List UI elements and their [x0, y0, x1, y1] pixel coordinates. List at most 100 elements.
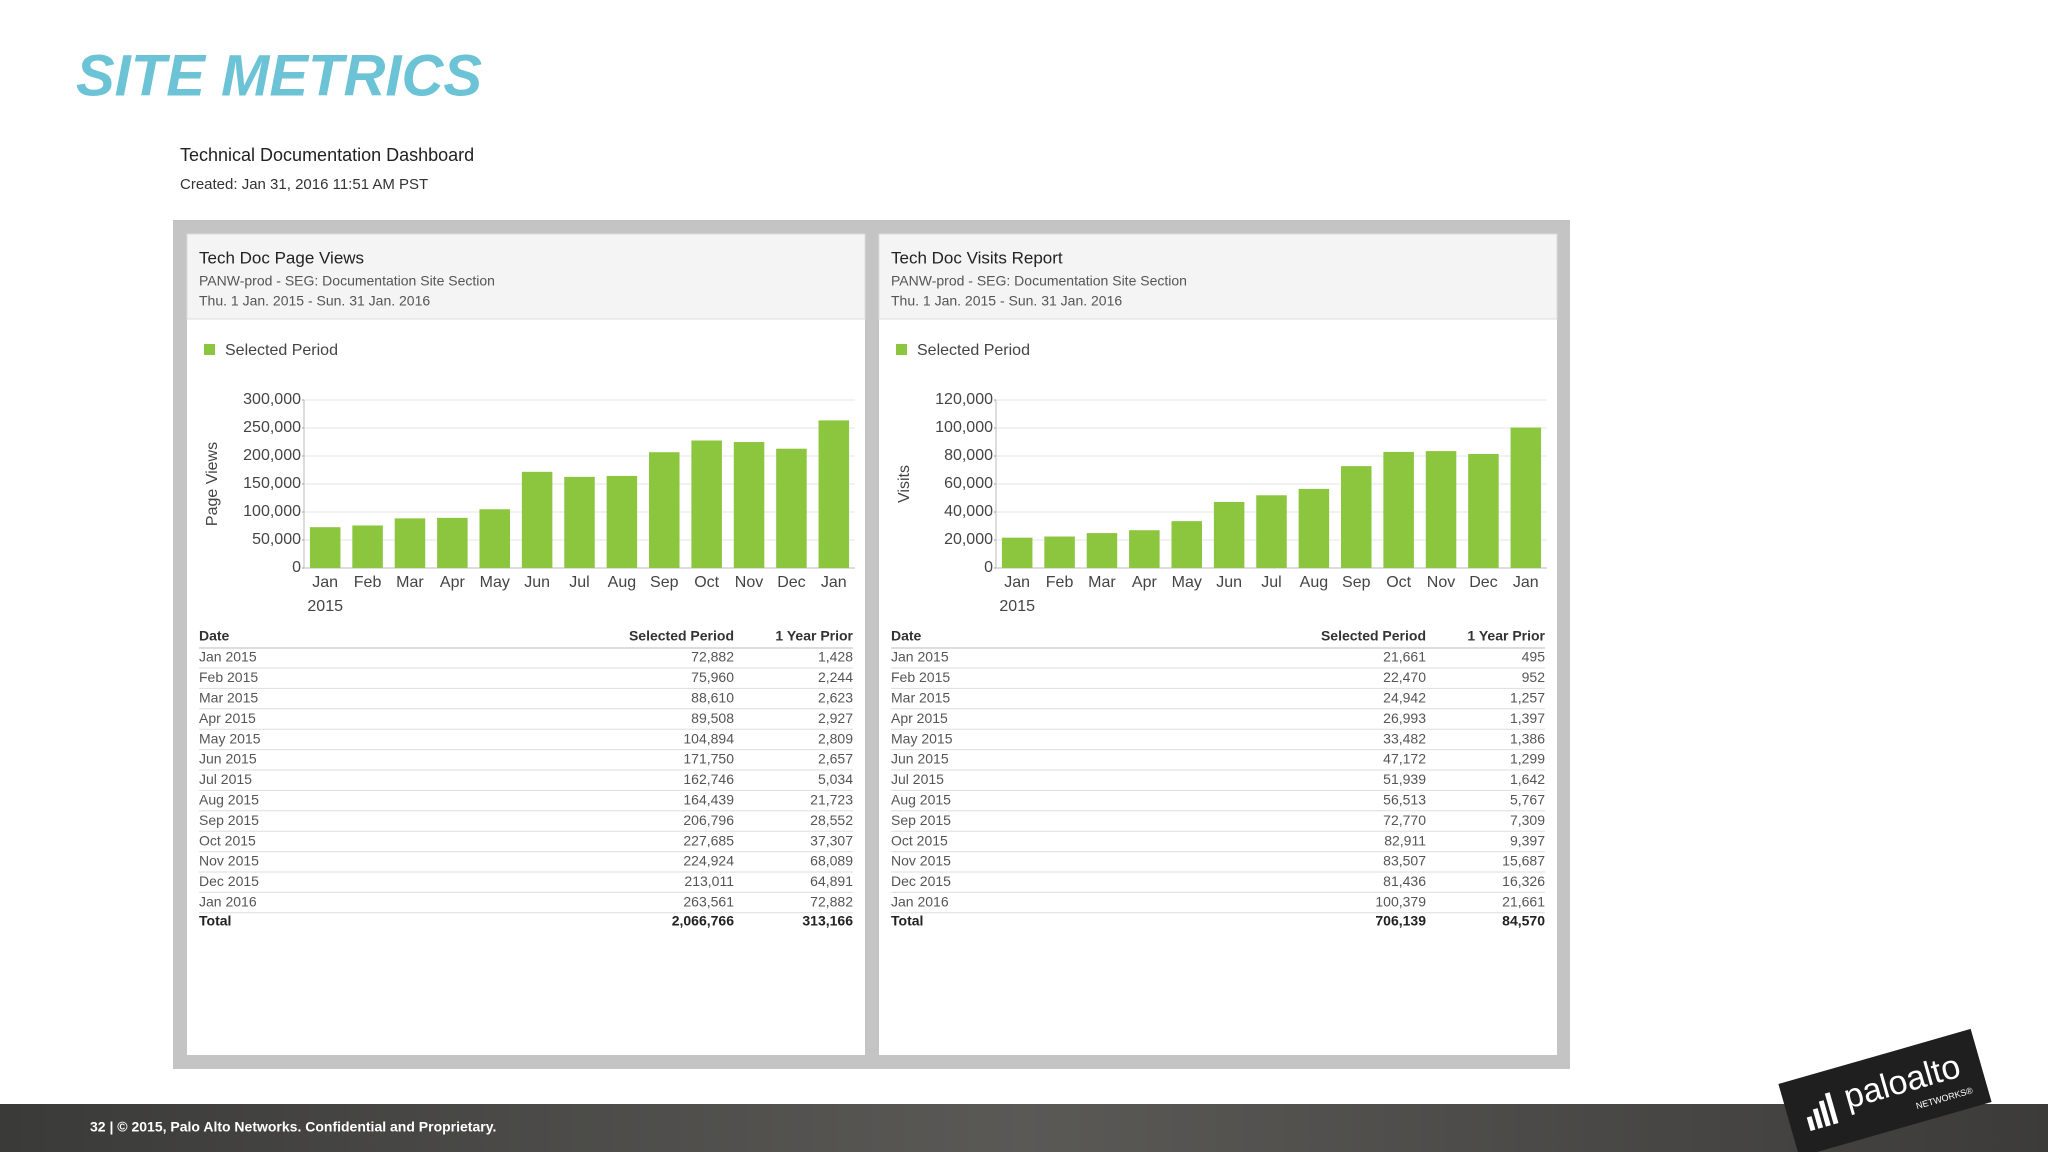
table-cell: 5,034 [818, 771, 853, 787]
table-cell: 5,767 [1510, 792, 1545, 808]
y-tick-label: 50,000 [252, 531, 301, 548]
x-tick-label: Aug [1300, 574, 1328, 591]
panel-date-range: Thu. 1 Jan. 2015 - Sun. 31 Jan. 2016 [891, 293, 1122, 309]
y-tick-label: 100,000 [935, 419, 993, 436]
legend-swatch [204, 344, 215, 355]
table-cell: Sep 2015 [891, 812, 951, 828]
x-tick-label: Oct [1386, 574, 1411, 591]
table-cell: 2,657 [818, 751, 853, 767]
bar [1341, 466, 1372, 568]
panel: Tech Doc Visits Report PANW-prod - SEG: D… [878, 233, 1558, 1055]
table-cell: Jan 2016 [199, 894, 257, 910]
table-cell: 51,939 [1383, 771, 1426, 787]
bar [1044, 536, 1075, 568]
y-tick-label: 250,000 [243, 419, 301, 436]
bar [1510, 427, 1542, 568]
bar [606, 475, 638, 568]
slide-title: SITE METRICS [76, 43, 482, 108]
bar [309, 527, 341, 568]
bar [818, 420, 850, 568]
table-cell: 263,561 [683, 894, 734, 910]
table-cell: Sep 2015 [199, 812, 259, 828]
bar [521, 471, 553, 568]
bar [394, 518, 426, 568]
table-cell: Mar 2015 [199, 690, 258, 706]
y-tick-label: 300,000 [243, 391, 301, 408]
table-total: Total [891, 913, 923, 929]
bar [776, 448, 807, 568]
table-cell: 83,507 [1383, 853, 1426, 869]
table-cell: 21,723 [810, 792, 853, 808]
bar [1171, 521, 1202, 568]
dashboard-created: Created: Jan 31, 2016 11:51 AM PST [180, 176, 428, 193]
table-cell: Jun 2015 [891, 751, 949, 767]
panel-body [879, 234, 1557, 1055]
table-cell: 164,439 [683, 792, 734, 808]
table-cell: 1,386 [1510, 730, 1545, 746]
table-cell: 56,513 [1383, 792, 1426, 808]
table-cell: Jan 2015 [891, 649, 949, 665]
bar [733, 442, 765, 568]
x-tick-label: Jan [821, 574, 847, 591]
table-cell: Feb 2015 [199, 669, 258, 685]
table-header: 1 Year Prior [775, 628, 853, 644]
table-cell: 89,508 [691, 710, 734, 726]
x-tick-label: Dec [777, 574, 805, 591]
bar [352, 525, 383, 568]
bar [1256, 495, 1287, 568]
table-cell: 2,809 [818, 730, 853, 746]
table-cell: Mar 2015 [891, 690, 950, 706]
table-cell: 213,011 [684, 873, 734, 889]
table-cell: 206,796 [683, 812, 734, 828]
legend-label: Selected Period [917, 342, 1030, 359]
table-cell: 28,552 [810, 812, 853, 828]
table-cell: 171,750 [683, 751, 734, 767]
table-header: Date [199, 628, 230, 644]
panel-subtitle: PANW-prod - SEG: Documentation Site Sect… [891, 273, 1187, 289]
table-cell: Aug 2015 [891, 792, 951, 808]
table-header: Selected Period [629, 628, 734, 644]
table-cell: 162,746 [683, 771, 734, 787]
table-cell: 1,642 [1510, 771, 1545, 787]
x-tick-label: Jun [524, 574, 550, 591]
x-tick-label: Nov [735, 574, 763, 591]
table-cell: 75,960 [691, 669, 734, 685]
table-cell: Dec 2015 [199, 873, 259, 889]
table-cell: 16,326 [1502, 873, 1545, 889]
table-cell: Jun 2015 [199, 751, 257, 767]
bar [479, 509, 510, 568]
table-cell: Nov 2015 [891, 853, 951, 869]
x-tick-label: Jan [312, 574, 338, 591]
x-tick-label: Dec [1469, 574, 1497, 591]
x-tick-label: Jun [1216, 574, 1242, 591]
bar [1001, 537, 1033, 568]
table-total: Total [199, 913, 231, 929]
table-cell: 33,482 [1383, 730, 1426, 746]
table-cell: 224,924 [683, 853, 734, 869]
panel-header [186, 233, 866, 320]
panel-header [878, 233, 1558, 320]
y-tick-label: 0 [984, 559, 993, 576]
table-cell: 495 [1522, 649, 1546, 665]
bar [1129, 530, 1160, 568]
y-tick-label: 200,000 [243, 447, 301, 464]
table-cell: 64,891 [810, 873, 853, 889]
y-tick-label: 80,000 [944, 447, 993, 464]
table-cell: 100,379 [1375, 894, 1426, 910]
table-cell: 1,257 [1510, 690, 1545, 706]
y-tick-label: 0 [292, 559, 301, 576]
table-cell: 82,911 [1384, 832, 1426, 848]
bar [1086, 533, 1118, 568]
table-cell: 24,942 [1383, 690, 1426, 706]
panel-body [187, 234, 865, 1055]
x-tick-label: Sep [1342, 574, 1371, 591]
table-cell: Oct 2015 [199, 832, 256, 848]
x-tick-label: Sep [650, 574, 679, 591]
table-total: 313,166 [802, 913, 853, 929]
table-cell: 2,927 [818, 710, 853, 726]
table-cell: 37,307 [810, 832, 853, 848]
logo-icon [1806, 1092, 1839, 1131]
bar [564, 476, 595, 568]
